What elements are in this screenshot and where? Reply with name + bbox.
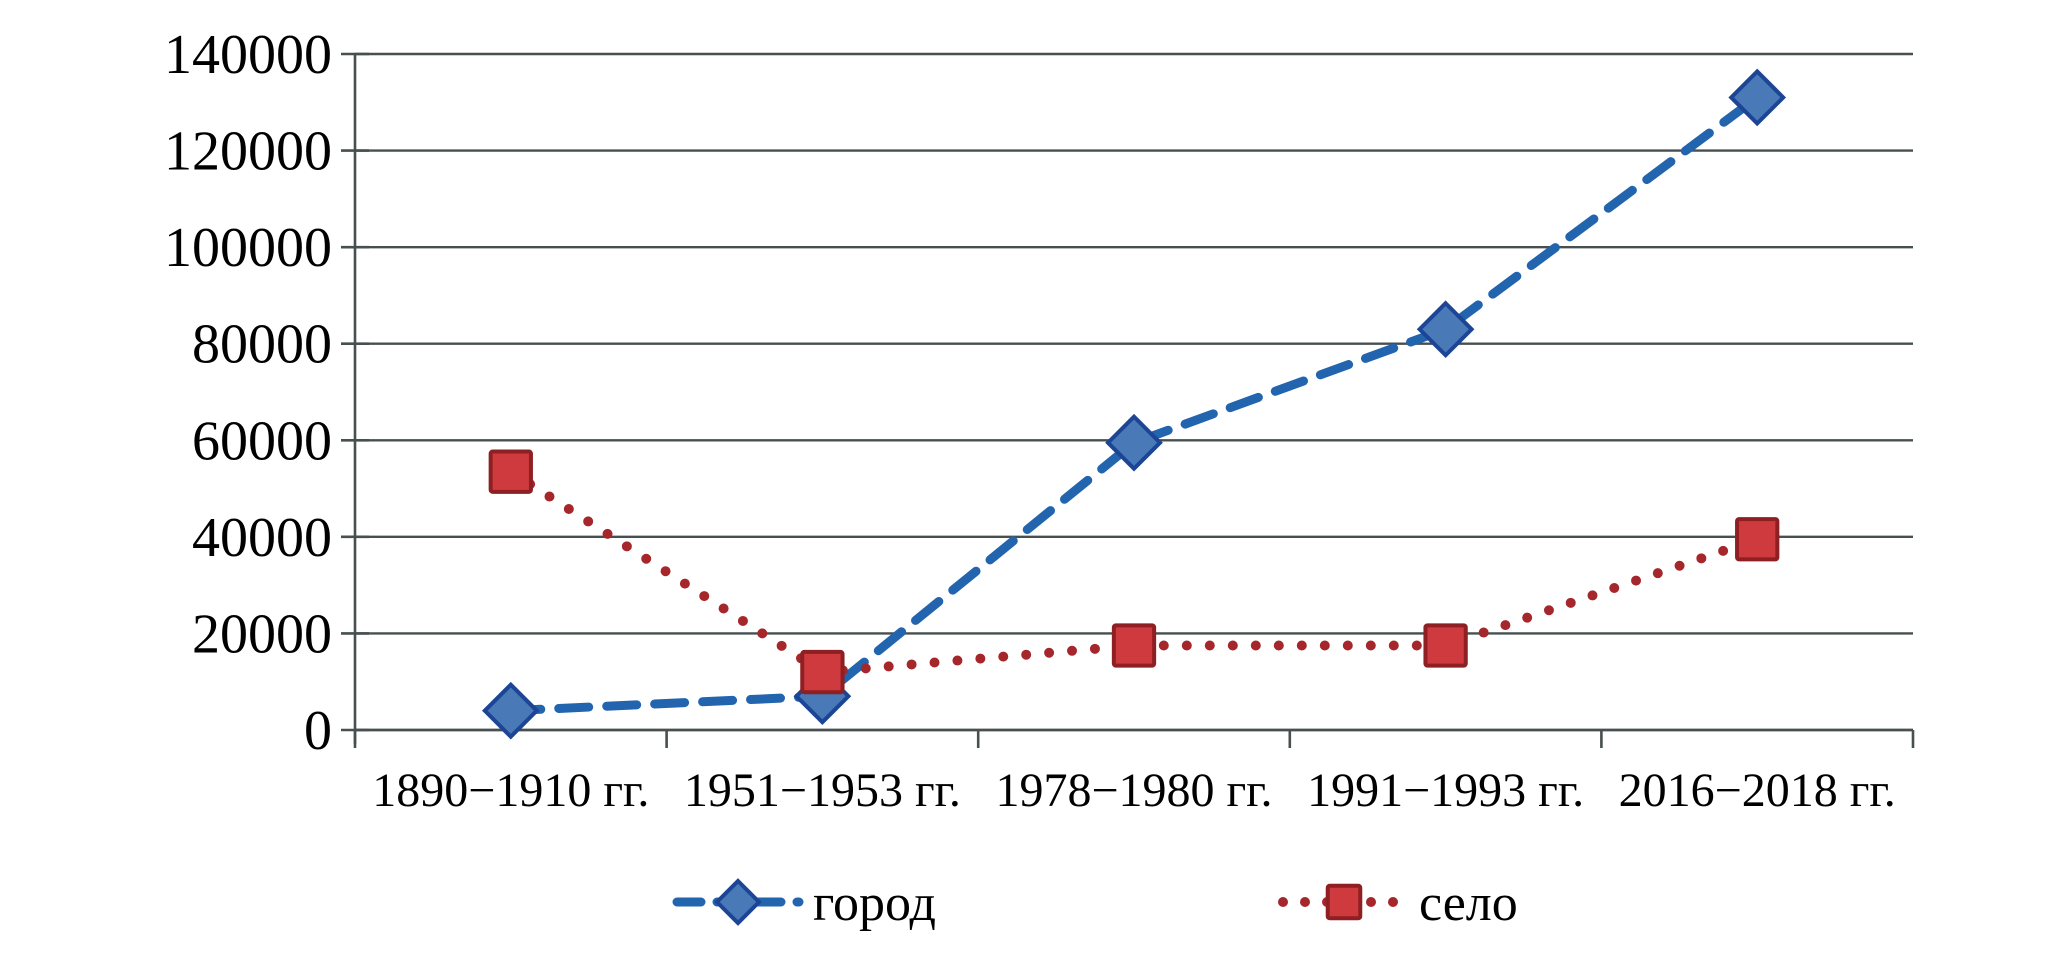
square-marker	[800, 649, 845, 695]
square-marker-legend	[1325, 883, 1363, 921]
legend-label-0: город	[813, 875, 936, 932]
legend-item-0	[672, 878, 804, 926]
square-marker	[1423, 623, 1468, 668]
y-tick-label: 20000	[192, 603, 332, 665]
series-1-line	[505, 466, 1763, 678]
square-marker	[488, 449, 533, 494]
series-1-line-group	[505, 466, 1763, 678]
y-tick-label: 40000	[192, 507, 332, 569]
x-category-label: 2016−2018 гг.	[1619, 764, 1896, 817]
legend-label-1: село	[1419, 875, 1518, 932]
y-tick-label: 60000	[192, 410, 332, 472]
series-0-line-group	[506, 92, 1762, 716]
diamond-marker	[1105, 413, 1163, 472]
y-tick-label: 0	[304, 700, 332, 762]
diamond-marker	[1416, 300, 1475, 359]
x-category-label: 1978−1980 гг.	[995, 764, 1272, 817]
diamond-marker-legend	[714, 878, 762, 926]
x-category-label: 1951−1953 гг.	[684, 764, 961, 817]
diamond-marker	[481, 681, 540, 740]
series-0-line	[506, 92, 1762, 716]
series-1-markers	[488, 449, 1780, 695]
diamond-marker	[1728, 68, 1787, 127]
square-marker	[1735, 517, 1780, 562]
y-tick-label: 80000	[192, 314, 332, 376]
y-tick-label: 120000	[164, 121, 332, 183]
square-marker	[1111, 623, 1157, 668]
y-tick-label: 100000	[164, 217, 332, 279]
y-tick-label: 140000	[164, 24, 332, 86]
x-category-label: 1890−1910 гг.	[372, 764, 649, 817]
legend-item-1	[1278, 883, 1410, 921]
x-category-label: 1991−1993 гг.	[1307, 764, 1584, 817]
